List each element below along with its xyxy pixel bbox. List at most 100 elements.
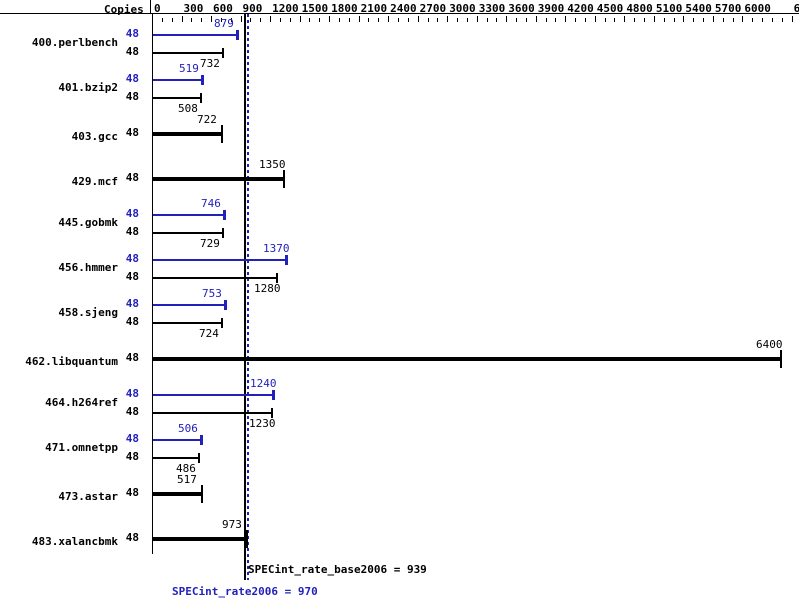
bar-base-origin-tick [152, 452, 153, 464]
copies-peak: 48 [125, 297, 139, 310]
axis-tick-label: 3900 [537, 2, 565, 15]
bar-base-endcap [780, 350, 782, 368]
axis-tick-label: 5700 [714, 2, 742, 15]
axis-minor-tick [398, 18, 399, 22]
bar-peak-origin-tick [152, 434, 153, 446]
axis-minor-tick [467, 18, 468, 22]
axis-major-tick [683, 16, 684, 22]
reference-line-peak [247, 14, 249, 580]
bar-peak-endcap [200, 435, 203, 445]
copies-base: 48 [125, 171, 139, 184]
axis-tick-label: 900 [242, 2, 263, 15]
axis-minor-tick [733, 18, 734, 22]
axis-minor-tick [752, 18, 753, 22]
benchmark-name: 473.astar [58, 490, 118, 503]
axis-major-tick [595, 16, 596, 22]
axis-minor-tick [555, 18, 556, 22]
benchmark-name: 483.xalancbmk [31, 535, 118, 548]
axis-tick-label: 4500 [596, 2, 624, 15]
axis-minor-tick [723, 18, 724, 22]
bar-peak [152, 79, 203, 81]
axis-major-tick [418, 16, 419, 22]
axis-minor-tick [221, 18, 222, 22]
axis-minor-tick [349, 18, 350, 22]
axis-tick-label: 300 [183, 2, 204, 15]
axis-minor-tick [319, 18, 320, 22]
axis-tick-label: 4200 [567, 2, 594, 15]
axis-minor-tick [201, 18, 202, 22]
axis-minor-tick [762, 18, 763, 22]
bar-peak-value: 753 [202, 287, 222, 300]
copies-peak: 48 [125, 27, 139, 40]
axis-major-tick [359, 16, 360, 22]
axis-minor-tick [250, 18, 251, 22]
axis-major-tick [182, 16, 183, 22]
bar-base-origin-tick [152, 227, 153, 239]
copies-base: 48 [125, 486, 139, 499]
axis-tick-label: 2100 [360, 2, 388, 15]
bar-base-origin-tick [152, 528, 153, 550]
bar-peak-value: 1370 [263, 242, 290, 255]
bar-base-endcap [200, 93, 202, 103]
bar-peak-origin-tick [152, 209, 153, 221]
axis-minor-tick [674, 18, 675, 22]
bar-base-value: 517 [177, 473, 197, 486]
axis-major-tick [654, 16, 655, 22]
bar-base-value: 722 [197, 113, 217, 126]
axis-tick-label: 2400 [390, 2, 417, 15]
bar-base [152, 322, 223, 324]
bar-base [152, 232, 224, 234]
copies-base: 48 [125, 450, 139, 463]
axis-major-tick [211, 16, 212, 22]
bar-base [152, 457, 200, 459]
bar-peak-origin-tick [152, 299, 153, 311]
axis-minor-tick [162, 18, 163, 22]
axis-minor-tick [378, 18, 379, 22]
axis-major-tick [477, 16, 478, 22]
bar-base [152, 277, 278, 279]
bar-base-value: 729 [200, 237, 220, 250]
bar-base-origin-tick [152, 317, 153, 329]
axis-minor-tick [260, 18, 261, 22]
axis-minor-tick [516, 18, 517, 22]
copies-base: 48 [125, 315, 139, 328]
bar-base-endcap [283, 170, 285, 188]
bar-base-value: 732 [200, 57, 220, 70]
copies-header: Copies [104, 3, 144, 16]
axis-minor-tick [664, 18, 665, 22]
axis-major-tick [329, 16, 330, 22]
axis-tick-label: 5100 [655, 2, 683, 15]
bar-base-origin-tick [152, 92, 153, 104]
axis-major-tick [388, 16, 389, 22]
bar-base-single [152, 492, 203, 496]
axis-header-separator [150, 0, 151, 14]
bar-peak-origin-tick [152, 29, 153, 41]
bar-peak-origin-tick [152, 254, 153, 266]
bar-base-origin-tick [152, 123, 153, 145]
copies-peak: 48 [125, 387, 139, 400]
axis-tick-label: 3300 [478, 2, 506, 15]
bar-peak-value: 879 [214, 17, 234, 30]
axis-minor-tick [614, 18, 615, 22]
axis-minor-tick [782, 18, 783, 22]
benchmark-name: 429.mcf [71, 175, 118, 188]
copies-base: 48 [125, 405, 139, 418]
benchmark-name: 462.libquantum [25, 355, 118, 368]
bar-peak-endcap [236, 30, 239, 40]
axis-minor-tick [526, 18, 527, 22]
benchmark-name: 400.perlbench [31, 36, 118, 49]
axis-major-tick [300, 16, 301, 22]
bar-peak-value: 506 [178, 422, 198, 435]
bar-base-value: 973 [222, 518, 242, 531]
copies-peak: 48 [125, 207, 139, 220]
axis-minor-tick [437, 18, 438, 22]
bar-base-value: 508 [178, 102, 198, 115]
axis-minor-tick [703, 18, 704, 22]
axis-minor-tick [339, 18, 340, 22]
benchmark-name: 403.gcc [71, 130, 118, 143]
axis-tick-label: 3000 [449, 2, 476, 15]
bar-peak [152, 259, 287, 261]
axis-minor-tick [309, 18, 310, 22]
bar-base-origin-tick [152, 348, 153, 370]
bar-peak-origin-tick [152, 74, 153, 86]
